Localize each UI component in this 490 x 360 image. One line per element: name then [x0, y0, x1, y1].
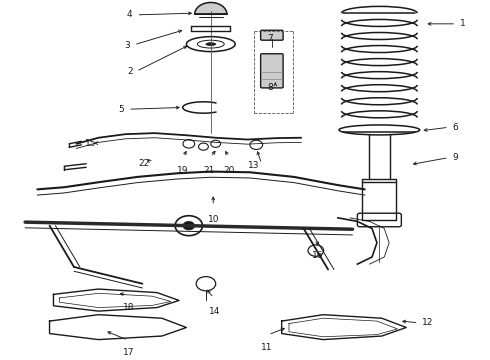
Text: 12: 12	[422, 318, 434, 327]
Text: 7: 7	[267, 33, 273, 42]
Text: 8: 8	[267, 84, 273, 93]
Text: 4: 4	[127, 10, 133, 19]
Text: 18: 18	[123, 303, 135, 312]
Wedge shape	[195, 3, 227, 14]
Circle shape	[183, 221, 195, 230]
Text: 16: 16	[312, 251, 323, 260]
Text: 19: 19	[177, 166, 188, 175]
FancyBboxPatch shape	[261, 30, 283, 40]
Text: 10: 10	[207, 215, 219, 224]
Text: 22: 22	[139, 159, 150, 168]
FancyBboxPatch shape	[261, 54, 283, 88]
Text: 6: 6	[453, 122, 459, 131]
Text: 2: 2	[127, 67, 133, 76]
Text: 9: 9	[453, 153, 459, 162]
Text: 11: 11	[261, 343, 273, 352]
Ellipse shape	[206, 43, 216, 46]
Text: 15: 15	[84, 139, 96, 148]
Text: 20: 20	[223, 166, 235, 175]
Text: 1: 1	[460, 19, 465, 28]
Text: 5: 5	[119, 105, 124, 114]
Text: 14: 14	[209, 307, 220, 316]
Text: 3: 3	[124, 41, 130, 50]
Text: 17: 17	[123, 348, 135, 357]
Text: 13: 13	[248, 161, 260, 170]
Text: 21: 21	[204, 166, 215, 175]
